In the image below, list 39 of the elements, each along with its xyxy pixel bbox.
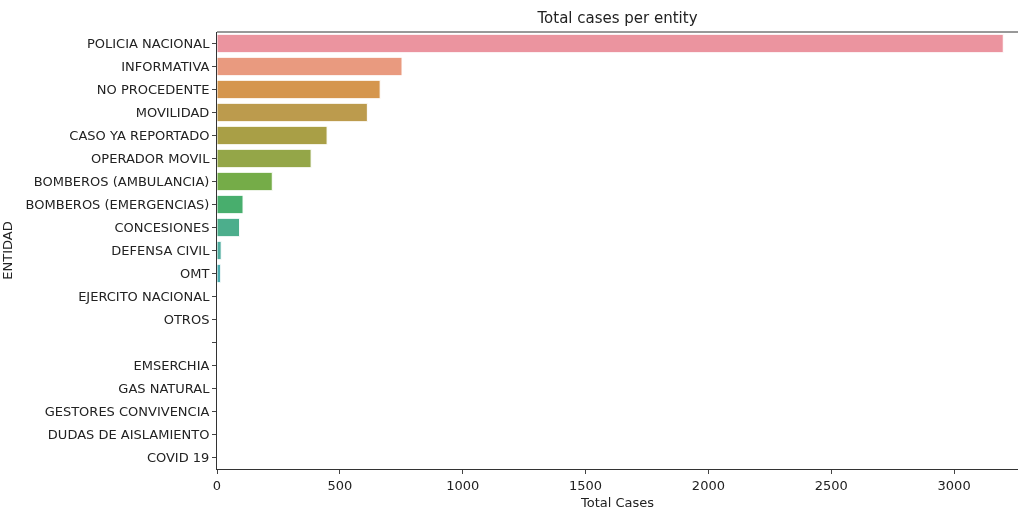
y-tick-label: OPERADOR MOVIL [91,151,211,167]
y-tick-label: INFORMATIVA [121,59,210,75]
bar [217,125,328,146]
y-tick-label: CASO YA REPORTADO [69,128,210,144]
bar [217,217,241,238]
y-tick-label: BOMBEROS (AMBULANCIA) [33,174,210,190]
bar [217,171,273,192]
x-tick-label: 500 [327,477,353,493]
y-tick-label: GAS NATURAL [118,381,211,397]
y-tick-label: DEFENSA CIVIL [111,243,211,259]
y-tick-label: CONCESIONES [114,220,210,236]
x-tick-label: 3000 [937,477,971,493]
bar [217,33,1004,54]
y-tick-label: OMT [180,266,210,282]
y-tick-label: EMSERCHIA [133,358,210,374]
bar [217,79,381,100]
y-tick-label: OTROS [163,312,210,328]
y-tick-label: DUDAS DE AISLAMIENTO [47,427,210,443]
bar [217,194,244,215]
bar [217,240,222,261]
x-tick-label: 1500 [569,477,603,493]
x-tick-label: 2000 [691,477,725,493]
y-tick-label: EJERCITO NACIONAL [78,289,211,305]
bar [217,148,312,169]
bar [217,102,368,123]
chart-title: Total cases per entity [536,9,698,28]
y-tick-label: GESTORES CONVIVENCIA [44,404,210,420]
bar [217,56,403,77]
x-tick-label: 1000 [446,477,480,493]
y-tick-label: POLICIA NACIONAL [86,36,211,52]
x-tick-label: 2500 [814,477,848,493]
x-axis-title: Total Cases [579,495,655,510]
y-tick-label: BOMBEROS (EMERGENCIAS) [25,197,210,213]
bar [217,263,222,284]
y-tick-label: MOVILIDAD [135,105,210,121]
y-tick-label: COVID 19 [146,450,210,466]
y-axis-title: ENTIDAD [0,221,15,280]
y-tick-label: NO PROCEDENTE [96,82,210,98]
x-tick-label: 0 [212,477,222,493]
